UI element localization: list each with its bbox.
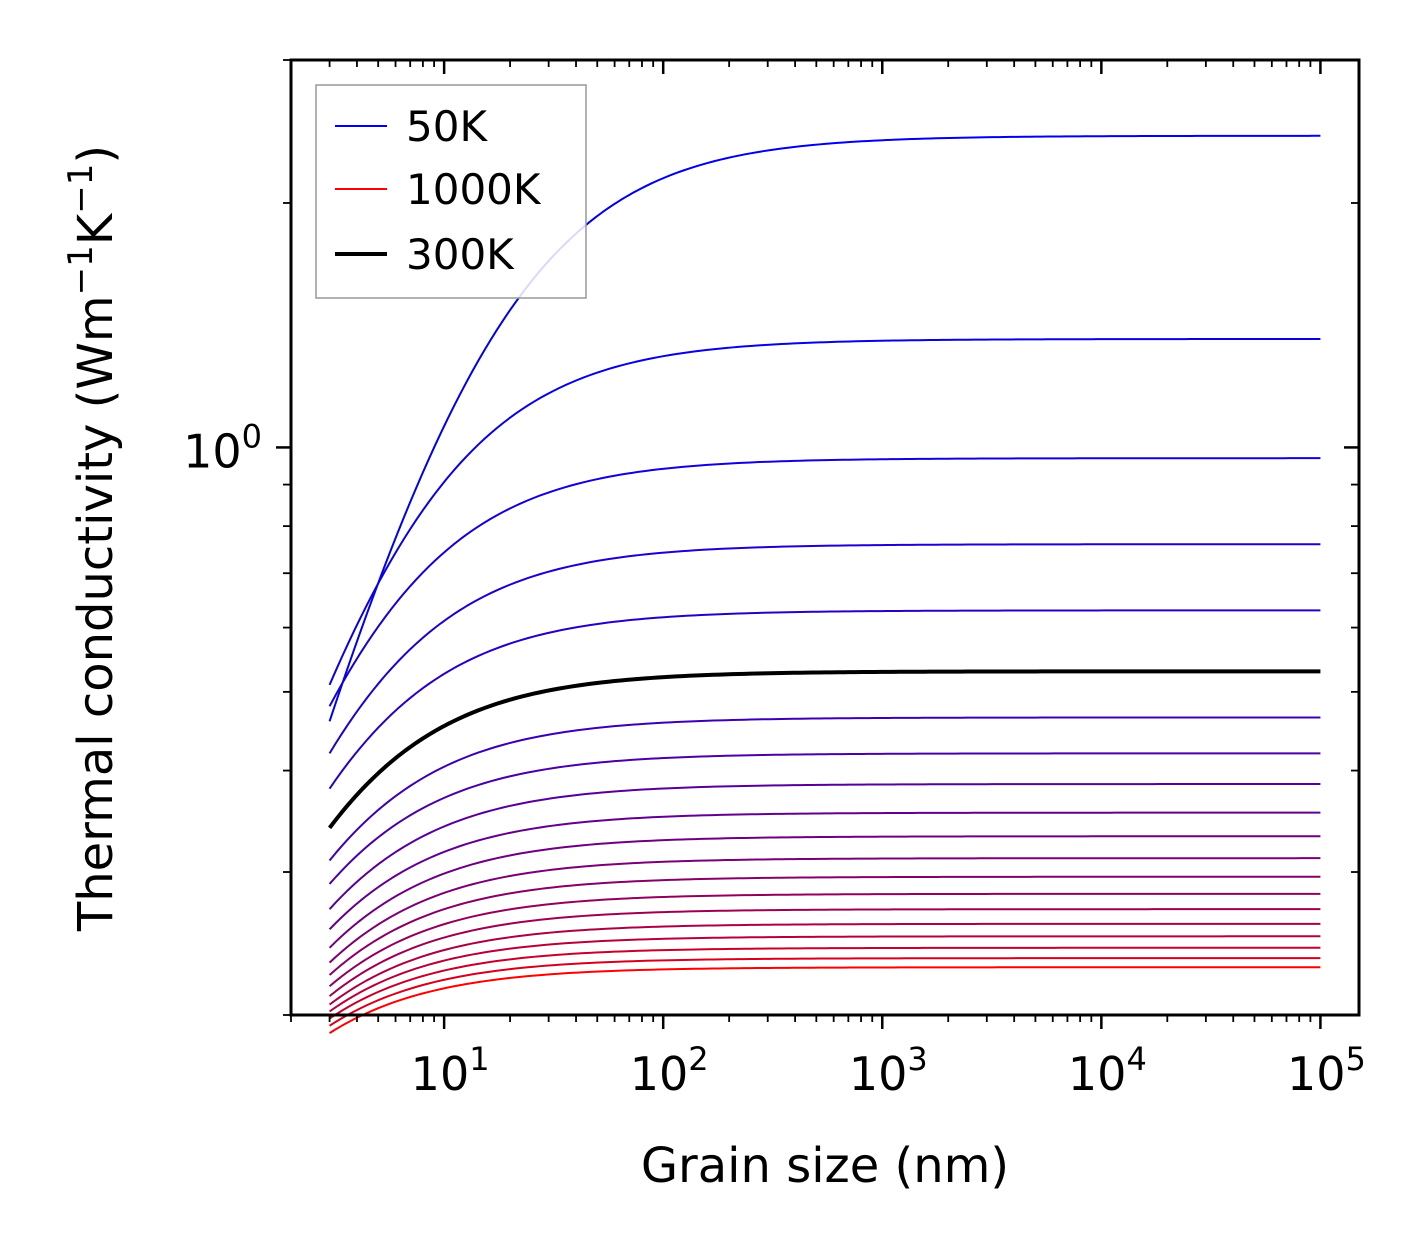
series-line-350k: [328, 716, 1321, 862]
legend: 50K 1000K 300K: [315, 84, 587, 299]
plot-frame: [289, 58, 1361, 1017]
x-tick-label-exp: 3: [907, 1040, 927, 1078]
x-tick-label-exp: 1: [469, 1040, 489, 1078]
x-tick-label-2: 102: [630, 1040, 709, 1101]
y-tick-label-base: 10: [183, 424, 242, 478]
legend-label-50k: 50K: [406, 102, 488, 151]
y-axis-label-mid: K: [68, 212, 124, 245]
series-line-850k: [329, 935, 1321, 1013]
y-axis-label-end: ): [68, 145, 124, 164]
series-layer: [327, 134, 1321, 1034]
series-line-500k: [328, 811, 1321, 931]
legend-label-300k: 300K: [406, 230, 515, 279]
series-line-400k: [328, 752, 1321, 885]
x-tick-label-exp: 2: [688, 1040, 708, 1078]
series-line-700k: [328, 892, 1321, 987]
x-tick-label-base: 10: [1287, 1047, 1346, 1101]
y-axis-label-exp1: −1: [61, 245, 101, 295]
series-line-450k: [328, 783, 1321, 910]
y-tick-label-1: 100: [183, 417, 262, 478]
series-line-150k: [328, 457, 1321, 707]
legend-box: [315, 84, 587, 299]
x-tick-label-base: 10: [630, 1047, 689, 1101]
ticks-layer: [276, 59, 1359, 1029]
series-line-800k: [328, 922, 1321, 1006]
y-axis-label-base: Thermal conductivity (Wm: [68, 295, 124, 932]
x-tick-label-base: 10: [849, 1047, 908, 1101]
series-line-250k: [328, 609, 1321, 790]
series-line-50k: [328, 134, 1321, 722]
series-line-1000k: [329, 966, 1321, 1034]
y-axis-label: Thermal conductivity (Wm−1K−1): [61, 145, 124, 932]
series-line-550k: [328, 835, 1321, 949]
x-tick-label-5: 105: [1287, 1040, 1366, 1101]
x-tick-label-3: 103: [849, 1040, 928, 1101]
x-tick-label-exp: 5: [1346, 1040, 1366, 1078]
y-tick-label-exp: 0: [242, 417, 262, 455]
x-tick-label-base: 10: [1068, 1047, 1127, 1101]
y-tick-labels: 100: [183, 417, 262, 478]
x-tick-label-exp: 4: [1126, 1040, 1146, 1078]
x-tick-label-4: 104: [1068, 1040, 1147, 1101]
y-axis-label-exp2: −1: [61, 164, 101, 214]
series-line-650k: [328, 875, 1321, 976]
series-line-600k: [328, 857, 1321, 964]
series-line-750k: [328, 908, 1321, 997]
series-line-200k: [328, 543, 1321, 754]
x-tick-label-base: 10: [411, 1047, 470, 1101]
legend-label-1000k: 1000K: [406, 165, 542, 214]
x-axis-label: Grain size (nm): [641, 1138, 1009, 1194]
x-tick-label-1: 101: [411, 1040, 490, 1101]
series-line-100k: [328, 338, 1321, 686]
series-line-900k: [329, 946, 1321, 1020]
x-tick-labels: 101 102 103 104 105: [411, 1040, 1366, 1101]
series-line-950k: [329, 957, 1321, 1027]
series-line-300k: [327, 669, 1321, 830]
